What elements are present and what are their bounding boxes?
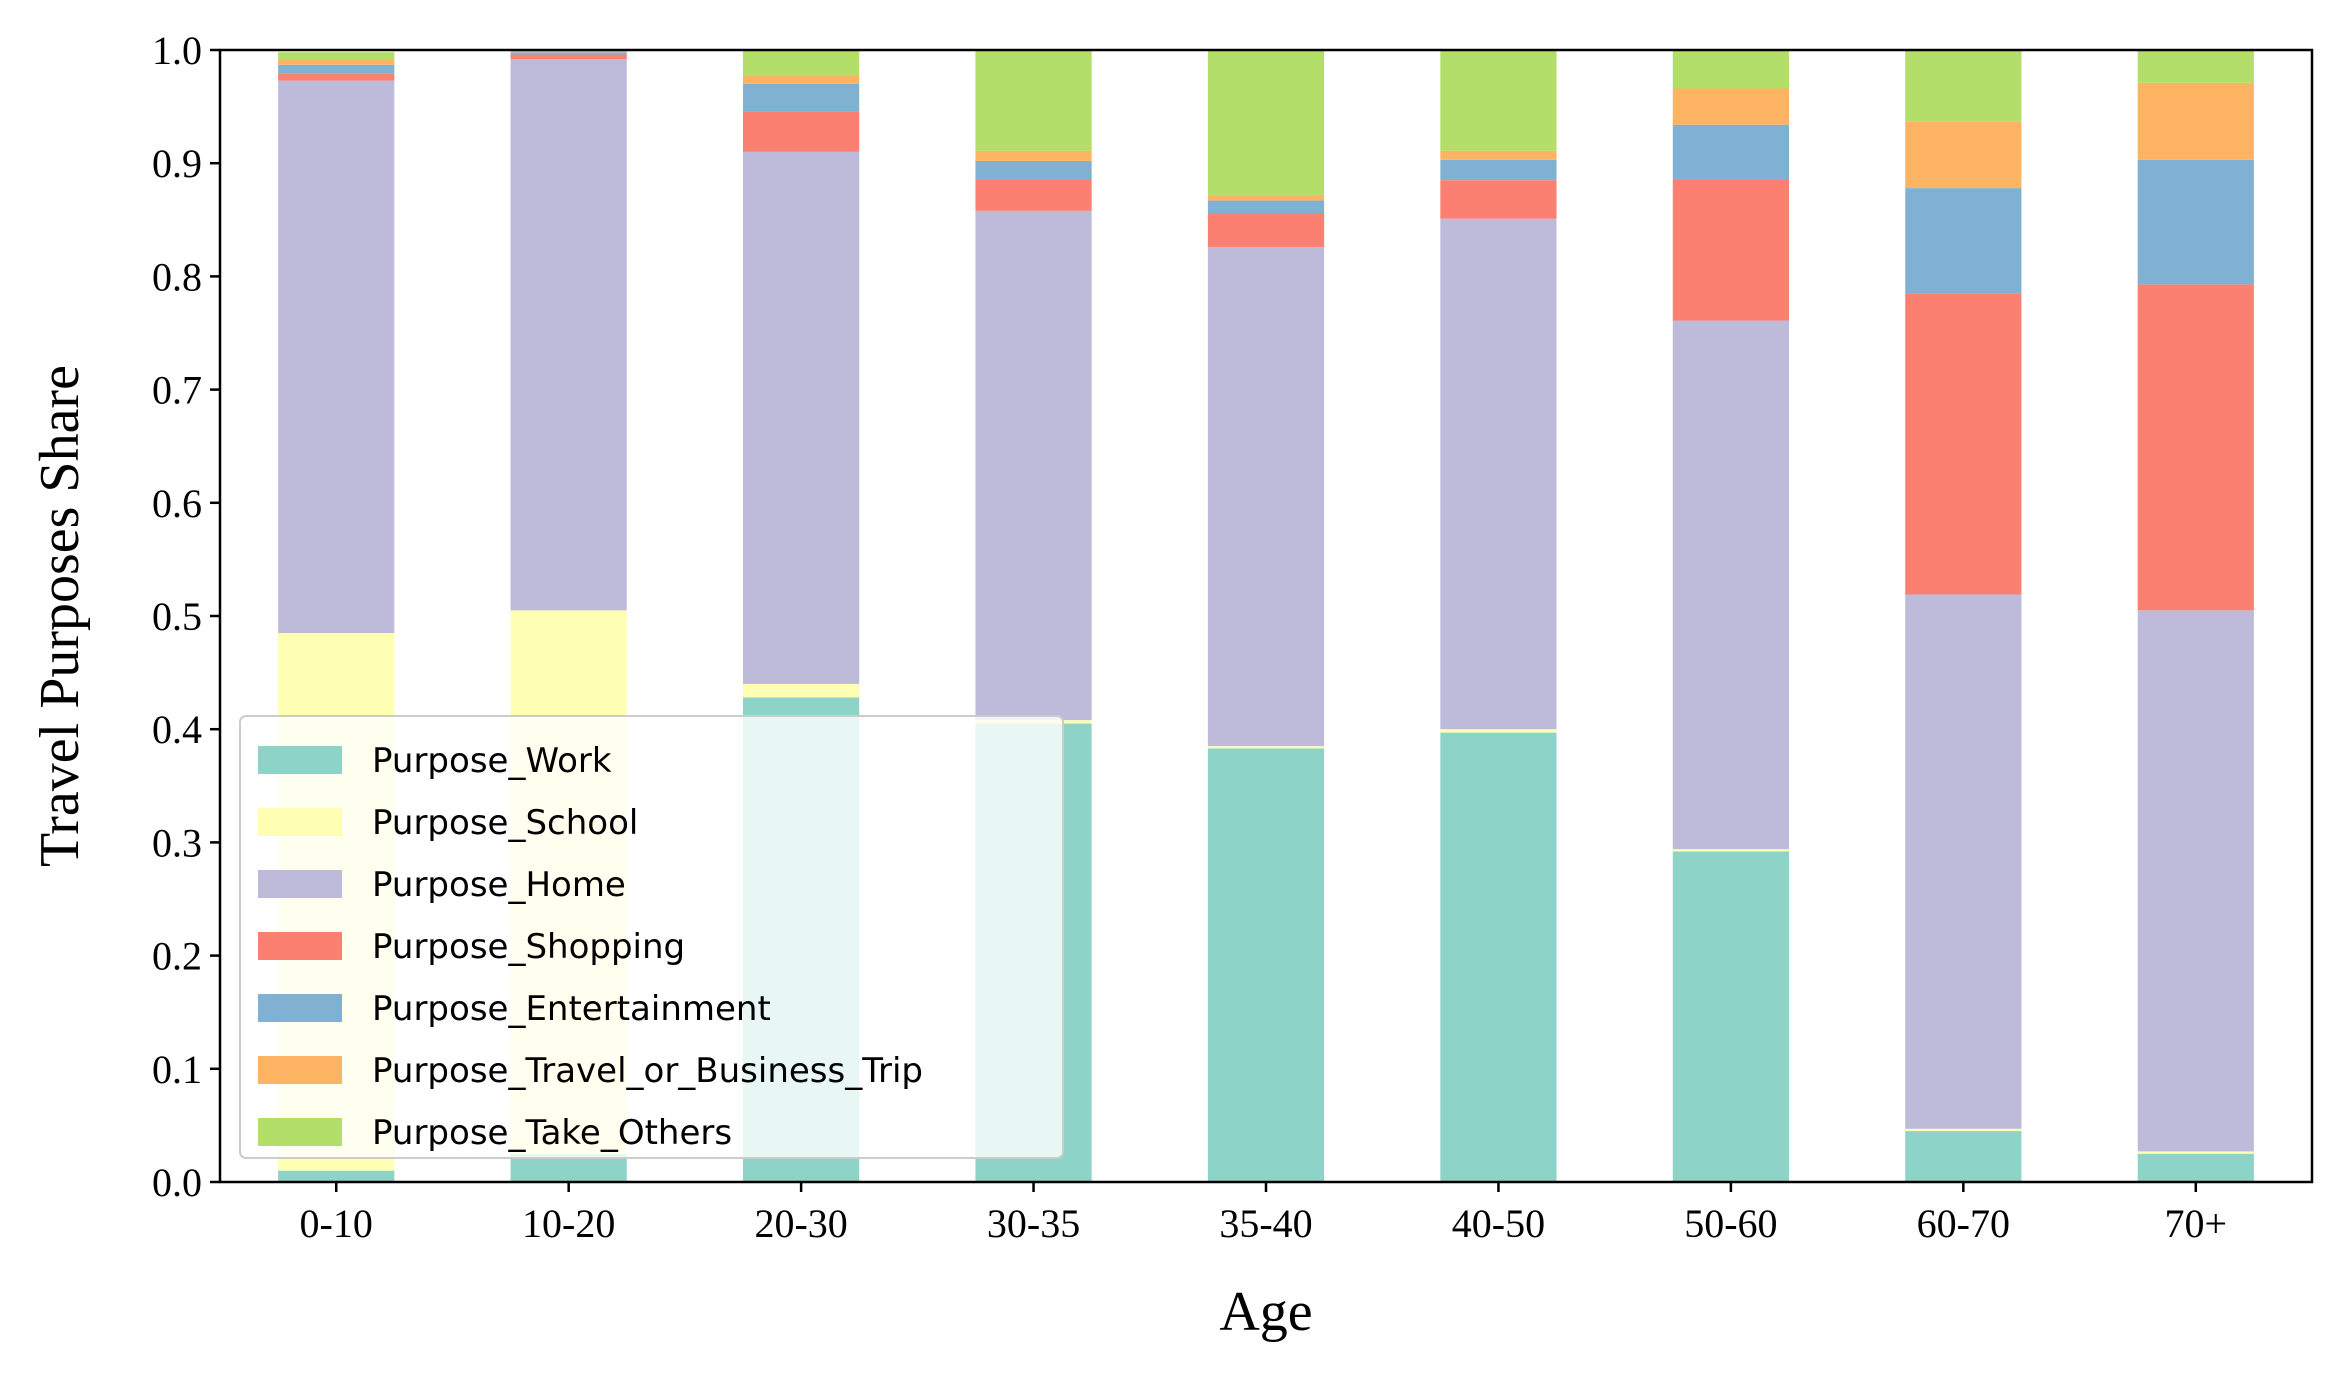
y-tick-label: 0.4 — [152, 707, 202, 752]
bar-purpose-travel-or-business-trip-70+ — [2138, 83, 2254, 160]
y-tick-label: 0.2 — [152, 934, 202, 979]
bar-purpose-take-others-35-40 — [1208, 50, 1324, 195]
bar-purpose-shopping-30-35 — [975, 179, 1091, 211]
bar-purpose-entertainment-0-10 — [278, 65, 394, 74]
bar-purpose-school-70+ — [2138, 1151, 2254, 1153]
bar-purpose-shopping-50-60 — [1673, 179, 1789, 320]
bar-purpose-home-40-50 — [1440, 219, 1556, 730]
bar-purpose-shopping-20-30 — [743, 111, 859, 152]
legend-swatch-purpose-home — [258, 870, 342, 898]
legend-swatch-purpose-school — [258, 808, 342, 836]
x-tick-label: 0-10 — [300, 1201, 373, 1246]
bar-purpose-entertainment-60-70 — [1905, 188, 2021, 293]
legend-swatch-purpose-shopping — [258, 932, 342, 960]
x-tick-label: 20-30 — [754, 1201, 847, 1246]
bar-purpose-work-50-60 — [1673, 851, 1789, 1182]
x-tick-label: 35-40 — [1219, 1201, 1312, 1246]
x-tick-label: 50-60 — [1684, 1201, 1777, 1246]
y-tick-label: 1.0 — [152, 28, 202, 73]
bar-purpose-home-20-30 — [743, 152, 859, 684]
y-tick-label: 0.1 — [152, 1047, 202, 1092]
x-axis-title: Age — [1219, 1281, 1312, 1343]
bar-purpose-take-others-30-35 — [975, 50, 1091, 151]
legend-swatch-purpose-entertainment — [258, 994, 342, 1022]
bar-purpose-shopping-70+ — [2138, 284, 2254, 610]
bar-purpose-home-60-70 — [1905, 594, 2021, 1128]
bar-purpose-work-0-10 — [278, 1171, 394, 1182]
bar-purpose-travel-or-business-trip-40-50 — [1440, 151, 1556, 160]
x-tick-label: 30-35 — [987, 1201, 1080, 1246]
y-tick-label: 0.8 — [152, 254, 202, 299]
legend-label-purpose-entertainment: Purpose_Entertainment — [372, 989, 771, 1029]
y-tick-label: 0.3 — [152, 820, 202, 865]
bar-purpose-shopping-10-20 — [511, 55, 627, 60]
legend-swatch-purpose-take-others — [258, 1118, 342, 1146]
legend-label-purpose-take-others: Purpose_Take_Others — [372, 1113, 732, 1153]
bar-purpose-entertainment-20-30 — [743, 84, 859, 111]
bar-purpose-entertainment-35-40 — [1208, 201, 1324, 213]
bar-purpose-home-35-40 — [1208, 247, 1324, 746]
y-tick-label: 0.7 — [152, 368, 202, 413]
bar-purpose-entertainment-40-50 — [1440, 160, 1556, 180]
bar-purpose-work-35-40 — [1208, 748, 1324, 1182]
legend-label-purpose-home: Purpose_Home — [372, 865, 626, 905]
legend-swatch-purpose-travel-or-business-trip — [258, 1056, 342, 1084]
x-tick-label: 60-70 — [1917, 1201, 2010, 1246]
legend-swatch-purpose-work — [258, 746, 342, 774]
bar-purpose-take-others-0-10 — [278, 52, 394, 59]
bar-purpose-take-others-40-50 — [1440, 50, 1556, 151]
legend: Purpose_Work Purpose_School Purpose_Home Pu… — [240, 716, 1063, 1158]
bar-purpose-entertainment-50-60 — [1673, 125, 1789, 179]
x-tick-label: 70+ — [2164, 1201, 2227, 1246]
y-axis-title: Travel Purposes Share — [29, 365, 91, 867]
bar-purpose-travel-or-business-trip-60-70 — [1905, 121, 2021, 188]
bar-purpose-take-others-60-70 — [1905, 50, 2021, 121]
bar-purpose-take-others-70+ — [2138, 50, 2254, 83]
bar-purpose-travel-or-business-trip-30-35 — [975, 151, 1091, 161]
bar-purpose-home-0-10 — [278, 81, 394, 633]
bar-purpose-shopping-0-10 — [278, 74, 394, 81]
bar-purpose-shopping-35-40 — [1208, 213, 1324, 247]
bar-purpose-travel-or-business-trip-50-60 — [1673, 88, 1789, 124]
legend-label-purpose-work: Purpose_Work — [372, 741, 612, 781]
bar-purpose-school-40-50 — [1440, 729, 1556, 732]
y-tick-label: 0.0 — [152, 1160, 202, 1205]
bar-purpose-school-20-30 — [743, 684, 859, 698]
y-tick-label: 0.5 — [152, 594, 202, 639]
bar-purpose-work-70+ — [2138, 1154, 2254, 1182]
bar-purpose-home-70+ — [2138, 610, 2254, 1151]
bar-purpose-shopping-60-70 — [1905, 293, 2021, 594]
legend-label-purpose-travel-or-business-trip: Purpose_Travel_or_Business_Trip — [372, 1051, 923, 1091]
bar-purpose-travel-or-business-trip-35-40 — [1208, 195, 1324, 201]
legend-label-purpose-school: Purpose_School — [372, 803, 638, 843]
bar-purpose-entertainment-30-35 — [975, 161, 1091, 179]
bar-purpose-travel-or-business-trip-20-30 — [743, 75, 859, 84]
bar-purpose-take-others-50-60 — [1673, 50, 1789, 88]
y-tick-label: 0.9 — [152, 141, 202, 186]
x-tick-label: 40-50 — [1452, 1201, 1545, 1246]
bar-purpose-entertainment-70+ — [2138, 160, 2254, 285]
bar-purpose-home-30-35 — [975, 211, 1091, 720]
x-tick-label: 10-20 — [522, 1201, 615, 1246]
bar-purpose-take-others-20-30 — [743, 50, 859, 75]
bar-purpose-work-40-50 — [1440, 733, 1556, 1182]
bar-purpose-school-50-60 — [1673, 849, 1789, 851]
legend-label-purpose-shopping: Purpose_Shopping — [372, 927, 685, 967]
y-tick-label: 0.6 — [152, 481, 202, 526]
bar-purpose-travel-or-business-trip-0-10 — [278, 59, 394, 65]
bar-purpose-travel-or-business-trip-10-20 — [511, 51, 627, 52]
bar-purpose-shopping-40-50 — [1440, 180, 1556, 218]
bar-purpose-home-50-60 — [1673, 321, 1789, 850]
bar-purpose-entertainment-10-20 — [511, 52, 627, 54]
bar-purpose-home-10-20 — [511, 59, 627, 610]
bar-purpose-school-35-40 — [1208, 746, 1324, 748]
bar-purpose-school-60-70 — [1905, 1129, 2021, 1131]
bar-purpose-work-60-70 — [1905, 1131, 2021, 1182]
